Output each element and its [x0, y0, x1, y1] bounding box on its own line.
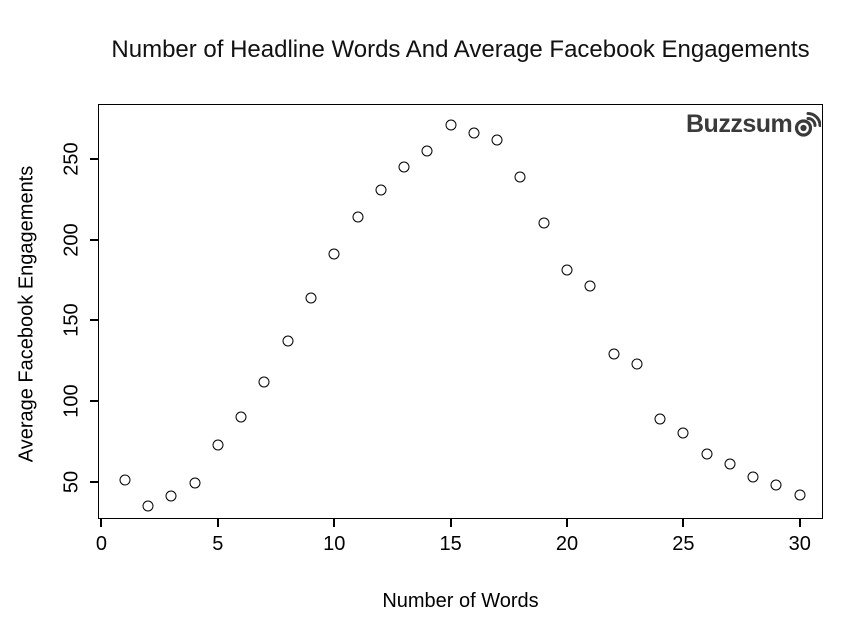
buzzsumo-signal-o-icon	[792, 111, 822, 139]
data-point	[770, 479, 782, 491]
data-point	[189, 477, 201, 489]
data-point	[142, 500, 154, 512]
x-axis-title: Number of Words	[382, 590, 539, 612]
data-point	[654, 413, 666, 425]
chart-title: Number of Headline Words And Average Fac…	[111, 36, 810, 63]
data-point	[677, 427, 689, 439]
data-point	[794, 489, 806, 501]
data-point	[631, 358, 643, 370]
data-point	[514, 171, 526, 183]
data-point	[235, 411, 247, 423]
x-tick-mark	[216, 519, 219, 527]
data-point	[421, 145, 433, 157]
y-tick-mark	[90, 400, 98, 403]
data-point	[398, 161, 410, 173]
x-tick-label: 10	[323, 533, 346, 555]
data-point	[701, 448, 713, 460]
data-point	[375, 184, 387, 196]
x-tick-label: 0	[95, 533, 108, 555]
x-tick-label: 5	[212, 533, 224, 555]
y-axis-title: Average Facebook Engagements	[15, 165, 38, 463]
x-tick-label: 15	[439, 533, 462, 555]
data-point	[445, 119, 457, 131]
buzzsumo-logo-text: Buzzsum	[686, 110, 793, 138]
data-point	[305, 292, 317, 304]
data-point	[608, 348, 620, 360]
data-point	[328, 248, 340, 260]
data-point	[119, 474, 131, 486]
x-tick-mark	[449, 519, 452, 527]
data-point	[212, 439, 224, 451]
y-tick-mark	[90, 480, 98, 483]
data-point	[724, 458, 736, 470]
y-tick-mark	[90, 319, 98, 322]
data-point	[538, 217, 550, 229]
data-point	[258, 376, 270, 388]
data-point	[747, 471, 759, 483]
x-tick-label: 25	[672, 533, 695, 555]
x-tick-mark	[333, 519, 336, 527]
y-tick-label: 250	[60, 142, 83, 176]
data-point	[468, 127, 480, 139]
data-point	[352, 211, 363, 223]
y-tick-label: 200	[60, 222, 83, 257]
buzzsumo-logo: Buzzsum	[686, 110, 822, 139]
x-tick-mark	[565, 519, 568, 527]
y-tick-mark	[90, 238, 98, 241]
y-tick-label: 50	[60, 470, 83, 493]
y-tick-mark	[90, 157, 98, 160]
x-tick-mark	[798, 519, 801, 527]
x-tick-mark	[682, 519, 685, 527]
y-tick-label: 150	[60, 303, 83, 338]
x-tick-mark	[100, 519, 103, 527]
data-point	[282, 335, 294, 347]
data-point	[165, 490, 177, 502]
y-tick-label: 100	[60, 384, 83, 418]
data-point	[491, 134, 503, 146]
data-point	[561, 264, 573, 276]
x-tick-label: 20	[555, 533, 579, 555]
data-point	[584, 280, 596, 292]
x-tick-label: 30	[788, 533, 811, 555]
plot-area	[98, 104, 823, 519]
